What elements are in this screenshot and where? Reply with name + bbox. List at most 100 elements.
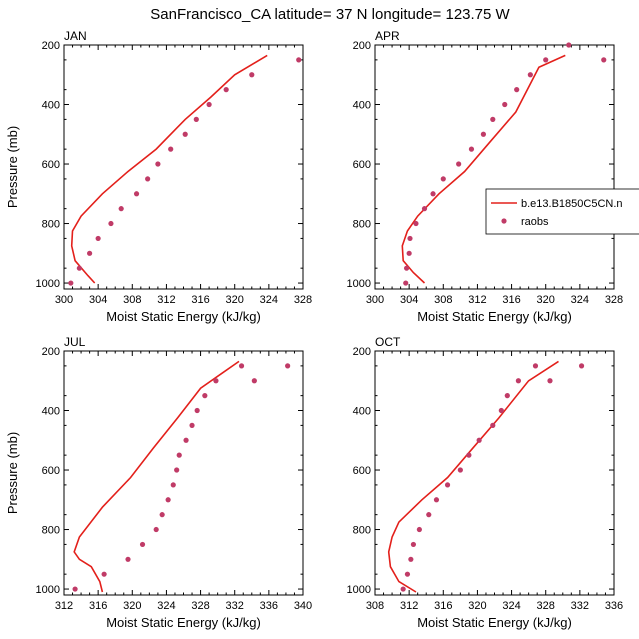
raobs-point bbox=[189, 422, 195, 428]
raobs-point bbox=[527, 72, 533, 78]
raobs-point bbox=[101, 571, 107, 577]
raobs-point bbox=[170, 482, 176, 488]
raobs-point bbox=[118, 206, 124, 212]
raobs-point bbox=[249, 72, 255, 78]
raobs-point bbox=[206, 101, 212, 108]
raobs-point bbox=[183, 437, 189, 443]
raobs-point bbox=[176, 452, 182, 458]
x-tick-label: 336 bbox=[260, 600, 278, 612]
raobs-point bbox=[408, 556, 414, 562]
y-tick-label: 1000 bbox=[347, 584, 371, 596]
legend-obs-swatch bbox=[501, 218, 507, 224]
raobs-point bbox=[480, 131, 487, 137]
raobs-point bbox=[251, 378, 257, 384]
legend-model-label: b.e13.B1850C5CN.n bbox=[521, 198, 623, 210]
legend: b.e13.B1850C5CN.n raobs bbox=[485, 188, 639, 235]
raobs-point bbox=[202, 393, 208, 399]
raobs-point bbox=[125, 556, 131, 562]
raobs-point bbox=[108, 220, 114, 227]
x-tick-label: 328 bbox=[191, 600, 209, 612]
figure-title: SanFrancisco_CA latitude= 37 N longitude… bbox=[150, 6, 510, 23]
raobs-point bbox=[515, 378, 522, 384]
y-tick-label: 400 bbox=[353, 406, 371, 418]
legend-box bbox=[485, 188, 639, 235]
y-tick-label: 400 bbox=[42, 100, 60, 112]
raobs-point bbox=[76, 265, 82, 271]
x-tick-label: 312 bbox=[400, 600, 418, 612]
panel-jan: 300 304 308 312 316 320 324 328 200 400 600 800 1000… bbox=[5, 29, 312, 324]
y-tick-label: 600 bbox=[42, 465, 60, 477]
y-tick-label: 600 bbox=[353, 465, 371, 477]
x-tick-label: 324 bbox=[260, 294, 278, 306]
x-tick-label: 328 bbox=[537, 600, 555, 612]
raobs-point bbox=[95, 235, 101, 242]
legend-obs-label: raobs bbox=[521, 216, 549, 228]
y-tick-label: 600 bbox=[353, 159, 371, 171]
raobs-point bbox=[296, 57, 302, 63]
raobs-point bbox=[514, 87, 520, 93]
raobs-point bbox=[404, 571, 411, 577]
x-tick-label: 332 bbox=[226, 600, 244, 612]
raobs-point bbox=[490, 116, 496, 122]
x-tick-label: 300 bbox=[55, 294, 73, 306]
raobs-point bbox=[413, 220, 419, 227]
panel-apr: 300 304 308 312 316 320 324 328 200 400 600 800 1000… bbox=[347, 29, 624, 324]
raobs-point bbox=[403, 280, 409, 286]
raobs-point bbox=[416, 526, 422, 533]
x-tick-label: 320 bbox=[537, 294, 555, 306]
raobs-point bbox=[159, 512, 165, 518]
y-tick-label: 800 bbox=[353, 219, 371, 231]
x-tick-label: 312 bbox=[157, 294, 175, 306]
y-tick-label: 200 bbox=[42, 40, 60, 52]
raobs-point bbox=[194, 407, 200, 414]
x-axis-label: Moist Static Energy (kJ/kg) bbox=[106, 309, 261, 324]
x-tick-label: 308 bbox=[123, 294, 141, 306]
raobs-point bbox=[601, 57, 607, 63]
x-tick-label: 316 bbox=[502, 294, 520, 306]
x-tick-label: 308 bbox=[366, 600, 384, 612]
raobs-point bbox=[410, 541, 417, 548]
raobs-point bbox=[433, 497, 440, 503]
x-tick-label: 320 bbox=[468, 600, 486, 612]
model-line bbox=[401, 54, 566, 284]
y-axis-label: Pressure (mb) bbox=[5, 432, 20, 514]
raobs-point bbox=[139, 541, 146, 548]
y-tick-label: 800 bbox=[42, 219, 60, 231]
raobs-point bbox=[168, 146, 174, 152]
x-tick-label: 312 bbox=[55, 600, 73, 612]
raobs-point bbox=[504, 393, 510, 399]
raobs-point bbox=[498, 407, 504, 414]
raobs-point bbox=[440, 176, 446, 182]
raobs-point bbox=[400, 586, 406, 592]
panel-title: APR bbox=[375, 29, 400, 43]
model-line bbox=[70, 54, 268, 284]
raobs-point bbox=[547, 378, 553, 384]
y-tick-label: 200 bbox=[42, 346, 60, 358]
y-tick-label: 200 bbox=[353, 346, 371, 358]
x-tick-label: 324 bbox=[502, 600, 520, 612]
raobs-point bbox=[174, 467, 180, 473]
y-tick-label: 1000 bbox=[36, 278, 60, 290]
raobs-point bbox=[532, 363, 539, 369]
raobs-point bbox=[468, 146, 475, 152]
x-tick-label: 316 bbox=[191, 294, 209, 306]
raobs-point bbox=[421, 206, 428, 212]
x-tick-label: 308 bbox=[434, 294, 452, 306]
panel-jul: 312 316 320 324 328 332 336 340 200 400 600 800 1000… bbox=[5, 335, 312, 630]
y-tick-label: 400 bbox=[353, 100, 371, 112]
raobs-point bbox=[490, 422, 496, 428]
raobs-point bbox=[502, 101, 508, 108]
raobs-point bbox=[213, 378, 219, 384]
raobs-point bbox=[68, 280, 74, 286]
raobs-point bbox=[457, 467, 463, 473]
raobs-point bbox=[403, 265, 410, 271]
raobs-point bbox=[182, 131, 188, 137]
x-tick-label: 304 bbox=[400, 294, 418, 306]
x-tick-label: 340 bbox=[294, 600, 312, 612]
y-tick-label: 600 bbox=[42, 159, 60, 171]
model-line bbox=[387, 360, 559, 593]
raobs-point bbox=[466, 452, 472, 458]
raobs-point bbox=[155, 161, 161, 167]
x-tick-label: 320 bbox=[226, 294, 244, 306]
raobs-point bbox=[165, 497, 171, 503]
